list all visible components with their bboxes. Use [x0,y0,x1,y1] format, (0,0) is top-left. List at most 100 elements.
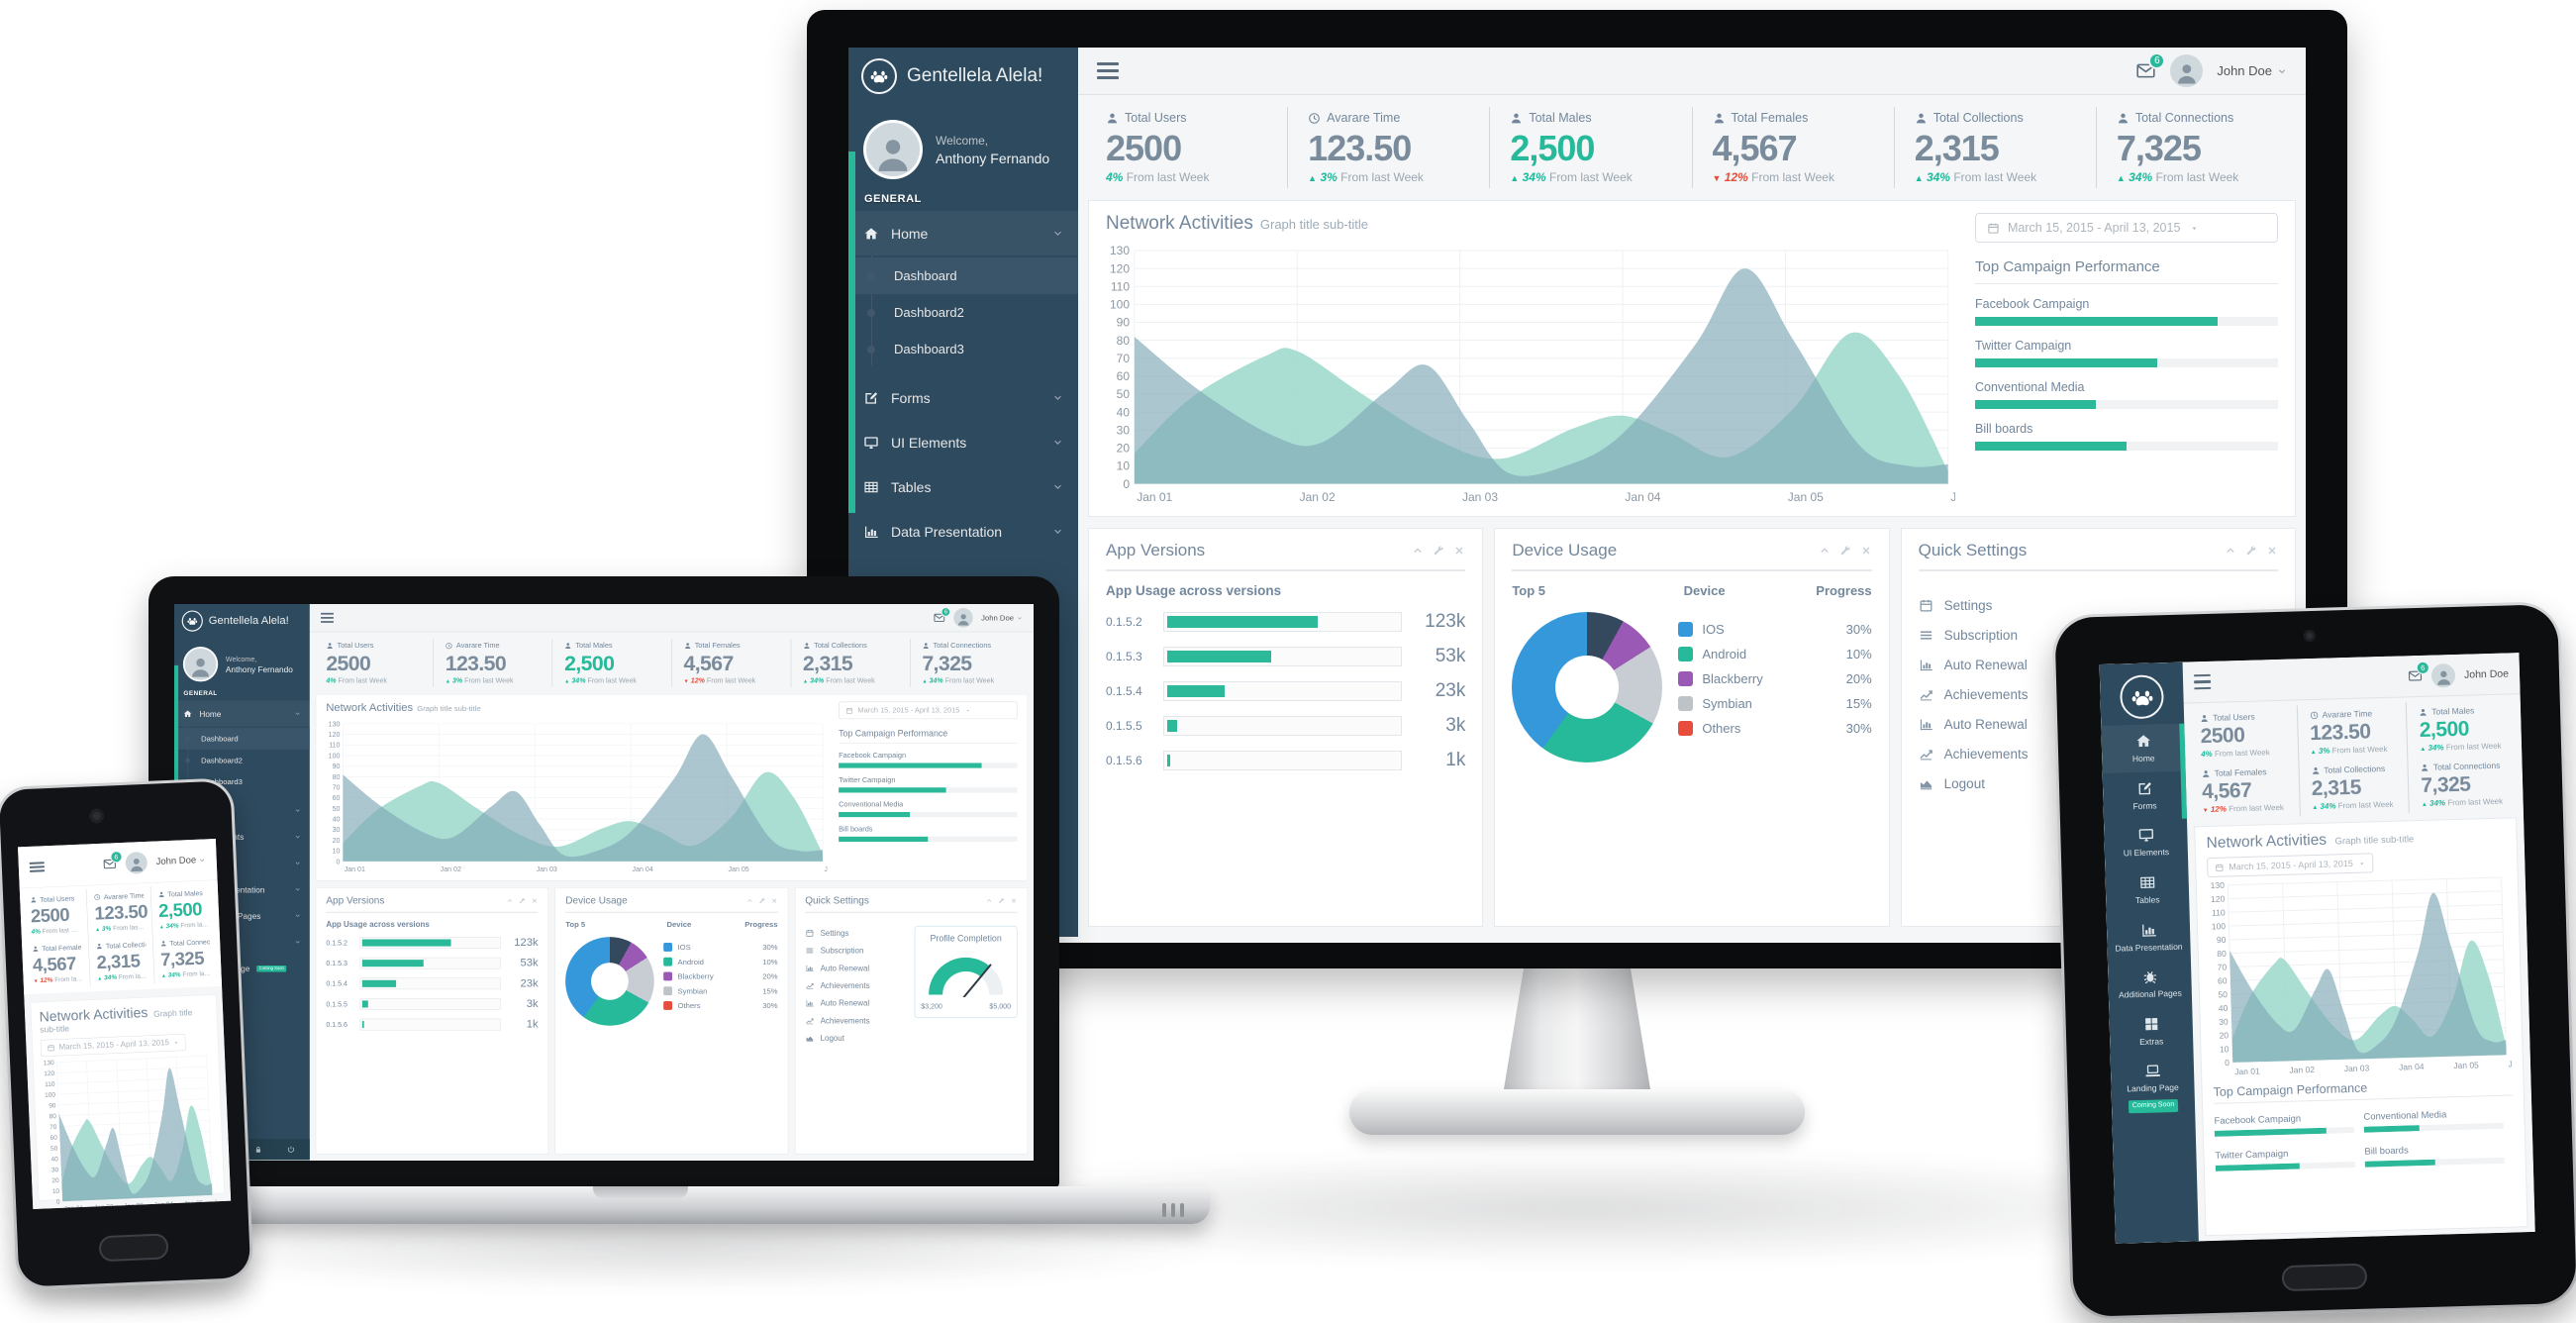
messages-button[interactable]: 6 [2408,661,2429,684]
version-row: 0.1.5.5 3k [1106,715,1466,736]
user-avatar[interactable] [2430,662,2456,688]
wrench-icon[interactable] [519,897,526,904]
menu-toggle-button[interactable] [1097,62,1119,79]
wrench-icon[interactable] [2245,545,2257,557]
sidebar-item-extras[interactable]: Extras [2109,1006,2193,1056]
quick-settings-item-auto-renewal-2[interactable]: Auto Renewal [1919,717,2278,732]
panel-title: Device Usage [565,894,628,906]
date-range-picker[interactable]: March 15, 2015 - April 13, 2015 [2207,853,2374,878]
sidebar-item-additional-pages[interactable]: Additional Pages [2108,960,2192,1009]
sidebar-item-ui-elements[interactable]: UI Elements [2104,818,2188,867]
chevron-down-icon [294,710,300,716]
user-avatar[interactable] [2170,54,2204,87]
user-menu[interactable]: John Doe [2217,63,2287,78]
sidebar-item-dashboard2[interactable]: Dashboard2 [848,294,1078,331]
sidebar-item-dashboard2[interactable]: Dashboard2 [174,750,310,771]
sidebar-item-home[interactable]: Home [2101,723,2186,773]
lock-button[interactable] [245,1142,271,1157]
profile-completion-gauge [925,948,1007,1000]
menu-toggle-button[interactable] [321,612,334,623]
stat-value: 2,315 [1914,128,2000,168]
sidebar-item-home[interactable]: Home [848,211,1078,255]
chevron-down-icon [294,886,300,892]
collapse-icon[interactable] [2225,545,2236,557]
scroll-indicator[interactable] [174,664,179,879]
date-range-picker[interactable]: March 15, 2015 - April 13, 2015 [40,1033,186,1058]
chevron-down-icon [1052,437,1063,448]
version-row: 0.1.5.5 3k [326,997,539,1010]
quick-settings-item-subscription[interactable]: Subscription [1919,628,2278,643]
sidebar-item-landing-page[interactable]: Landing Page Coming Soon [2111,1054,2196,1122]
stat-total-females: Total Females 4,567 ▼ 12% From last Week [672,639,792,687]
close-icon[interactable] [1860,545,1872,557]
sidebar-item-dashboard[interactable]: Dashboard [848,257,1078,294]
collapse-icon[interactable] [1412,545,1424,557]
profile-name: Anthony Fernando [936,150,1050,166]
collapse-icon[interactable] [986,897,993,904]
quick-settings-item-logout[interactable]: Logout [1919,776,2278,791]
menu-toggle-button[interactable] [2193,673,2212,690]
wrench-icon[interactable] [998,897,1005,904]
close-icon[interactable] [770,897,777,904]
wrench-icon[interactable] [1433,545,1444,557]
sidebar-item-home[interactable]: Home [174,700,310,727]
collapse-icon[interactable] [507,897,514,904]
quick-settings-item-auto-renewal[interactable]: Auto Renewal [1919,658,2278,672]
messages-button[interactable]: 6 [102,850,123,871]
dashboard: Gentellela Alela! Welcome, Anthony Ferna… [174,604,1034,1161]
phone-home-button[interactable] [98,1233,169,1263]
quick-settings-item-achievements-2[interactable]: Achievements [805,1016,907,1025]
messages-button[interactable]: 6 [2135,52,2166,81]
legend-item: Android 10% [1678,647,1872,662]
collapse-icon[interactable] [746,897,753,904]
logout-button[interactable] [277,1142,304,1157]
sidebar-item-forms[interactable]: Forms [2103,770,2187,820]
close-icon[interactable] [2266,545,2278,557]
paw-icon[interactable] [2119,674,2165,720]
sidebar-item-dashboard3[interactable]: Dashboard3 [848,331,1078,367]
user-avatar[interactable] [953,608,973,628]
tablet-home-button[interactable] [2281,1263,2368,1292]
messages-button[interactable]: 6 [934,606,951,624]
date-range-picker[interactable]: March 15, 2015 - April 13, 2015 [1975,213,2278,243]
close-icon[interactable] [1453,545,1465,557]
sidebar-item-ui-elements[interactable]: UI Elements [848,420,1078,464]
user-avatar[interactable] [125,851,149,874]
collapse-icon[interactable] [1819,545,1831,557]
app-brand[interactable]: Gentellela Alela! [174,604,310,638]
sidebar-item-tables[interactable]: Tables [848,464,1078,509]
stat-total-users: Total Users 2500 4% From last Week [2187,705,2300,764]
sidebar-item-label: Forms [891,389,931,406]
scroll-indicator[interactable] [848,152,855,513]
quick-settings-panel: Quick Settings Settings [794,887,1029,1155]
sidebar-item-forms[interactable]: Forms [848,375,1078,420]
sidebar-item-data-presentation[interactable]: Data Presentation [848,509,1078,554]
app-brand[interactable]: Gentellela Alela! [848,48,1078,104]
date-range-picker[interactable]: March 15, 2015 - April 13, 2015 [839,701,1018,720]
quick-settings-item-auto-renewal[interactable]: Auto Renewal [805,964,907,972]
user-menu[interactable]: John Doe [155,855,206,867]
quick-settings-item-auto-renewal-2[interactable]: Auto Renewal [805,999,907,1007]
close-icon[interactable] [1010,897,1017,904]
quick-settings-item-logout[interactable]: Logout [805,1034,907,1043]
sidebar-item-tables[interactable]: Tables [2105,865,2189,914]
quick-settings-item-settings[interactable]: Settings [1919,598,2278,613]
user-icon [922,642,930,650]
user-menu[interactable]: John Doe [2463,666,2510,681]
close-icon[interactable] [532,897,539,904]
quick-settings-item-subscription[interactable]: Subscription [805,947,907,955]
progress-fill [1975,400,2097,409]
chevron-down-icon [294,860,300,865]
wrench-icon[interactable] [1839,545,1851,557]
user-menu[interactable]: John Doe [981,613,1023,622]
quick-settings-item-achievements[interactable]: Achievements [805,981,907,990]
stat-total-connections: Total Connections 7,325 ▲ 34% From last … [2097,107,2298,188]
menu-toggle-button[interactable] [29,862,46,872]
sidebar-item-data-presentation[interactable]: Data Presentation [2107,912,2191,962]
quick-settings-item-settings[interactable]: Settings [805,929,907,938]
sidebar-item-dashboard[interactable]: Dashboard [174,728,310,750]
quick-settings-item-achievements[interactable]: Achievements [1919,687,2278,702]
svg-text:Jan 01: Jan 01 [64,1205,84,1209]
wrench-icon[interactable] [758,897,765,904]
quick-settings-item-achievements-2[interactable]: Achievements [1919,747,2278,762]
